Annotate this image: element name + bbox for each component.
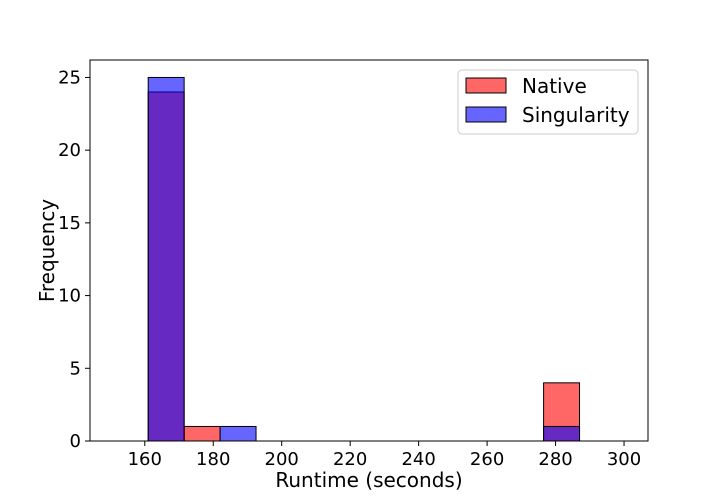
x-tick-label: 200 bbox=[265, 449, 299, 470]
histogram-bar-native-1 bbox=[183, 425, 221, 442]
plot-area-frame bbox=[89, 59, 649, 442]
x-tick-label: 160 bbox=[128, 449, 162, 470]
x-axis-label: Runtime (seconds) bbox=[275, 468, 462, 492]
x-tick-label: 220 bbox=[333, 449, 367, 470]
legend-label-singularity: Singularity bbox=[522, 103, 630, 127]
histogram-bar-singularity-2 bbox=[543, 425, 581, 442]
y-axis: 0 5 10 15 20 25 bbox=[58, 67, 90, 452]
x-tick-label: 240 bbox=[401, 449, 435, 470]
x-tick-label: 280 bbox=[538, 449, 572, 470]
y-axis-label: Frequency bbox=[35, 199, 59, 302]
x-axis: 160 180 200 220 240 260 280 300 bbox=[128, 441, 641, 470]
y-tick-label: 0 bbox=[70, 431, 81, 452]
legend-swatch-singularity bbox=[465, 106, 507, 123]
x-tick-label: 260 bbox=[470, 449, 504, 470]
y-tick-label: 15 bbox=[58, 213, 81, 234]
histogram-bar-singularity-1 bbox=[219, 425, 257, 442]
y-tick-label: 10 bbox=[58, 286, 81, 307]
histogram-bar-singularity-0 bbox=[147, 76, 185, 442]
legend: Native Singularity bbox=[457, 69, 639, 135]
histogram-bars bbox=[147, 76, 581, 442]
x-tick-label: 180 bbox=[196, 449, 230, 470]
y-tick-label: 20 bbox=[58, 140, 81, 161]
y-tick-label: 25 bbox=[58, 67, 81, 88]
legend-label-native: Native bbox=[522, 74, 587, 98]
legend-swatch-native bbox=[465, 77, 507, 94]
y-tick-label: 5 bbox=[70, 358, 81, 379]
x-tick-label: 300 bbox=[607, 449, 641, 470]
